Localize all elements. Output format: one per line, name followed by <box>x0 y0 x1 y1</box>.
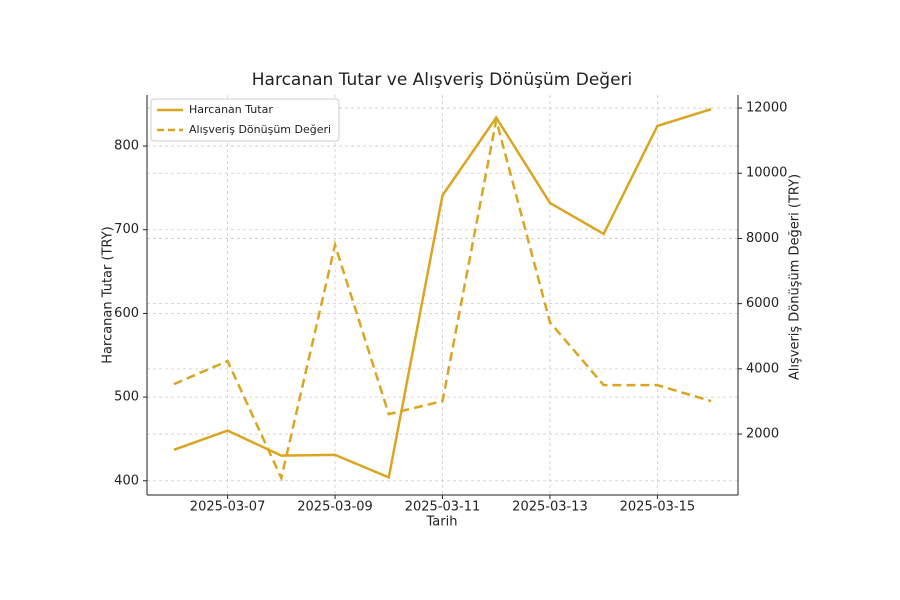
y-tick-label: 800 <box>114 139 139 154</box>
y2-tick-label: 2000 <box>746 427 779 442</box>
legend: Harcanan Tutar Alışveriş Dönüşüm Değeri <box>150 98 340 142</box>
data-line <box>173 108 712 480</box>
y-tick-label: 700 <box>114 222 139 237</box>
x-axis-label: Tarih <box>426 515 458 530</box>
x-tick-label: 2025-03-13 <box>512 500 588 515</box>
legend-box <box>150 98 340 142</box>
x-tick-label: 2025-03-09 <box>297 500 373 515</box>
y2-axis-label: Alışveriş Dönüşüm Değeri (TRY) <box>788 174 803 380</box>
data-line <box>173 119 712 482</box>
y-tick-label: 400 <box>114 473 139 488</box>
y2-tick-label: 6000 <box>746 296 779 311</box>
y2-tick-label: 8000 <box>746 231 779 246</box>
legend-label: Harcanan Tutar <box>189 103 273 116</box>
y-tick-label: 500 <box>114 390 139 405</box>
y2-tick-label: 10000 <box>746 166 787 181</box>
x-tick-label: 2025-03-07 <box>190 500 266 515</box>
y-tick-label: 600 <box>114 306 139 321</box>
y-axis-label: Harcanan Tutar (TRY) <box>101 226 116 363</box>
x-tick-label: 2025-03-15 <box>620 500 696 515</box>
legend-label: Alışveriş Dönüşüm Değeri <box>189 123 331 136</box>
y2-tick-label: 12000 <box>746 101 787 116</box>
chart-title: Harcanan Tutar ve Alışveriş Dönüşüm Değe… <box>252 70 633 90</box>
x-tick-label: 2025-03-11 <box>405 500 481 515</box>
y2-tick-label: 4000 <box>746 361 779 376</box>
